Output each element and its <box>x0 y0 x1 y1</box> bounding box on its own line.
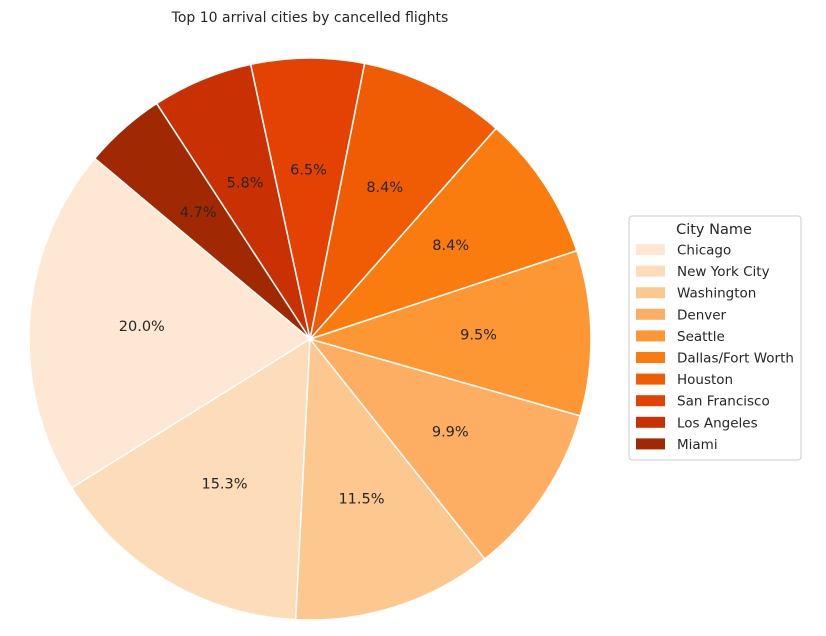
legend-swatch-dallas-fort-worth <box>636 352 665 363</box>
legend-frame <box>628 215 802 461</box>
legend-label-houston: Houston <box>677 372 733 388</box>
pie-slice-seattle <box>309 249 592 417</box>
legend-swatch-chicago <box>636 244 665 255</box>
pie-slice-chicago <box>28 157 311 489</box>
legend-swatch-houston <box>636 373 665 385</box>
pie-label-denver: 9.9% <box>432 425 469 441</box>
pie-percentage-labels: 20.0% 15.3% 11.5% 9.9% 9.5% 8.4% 8.4% 6.5% 5.8% 4… <box>119 162 497 507</box>
legend-label-dallas-fort-worth: Dallas/Fort Worth <box>677 351 794 367</box>
legend-swatch-san-francisco <box>636 395 665 407</box>
pie-slice-dallas-fort-worth <box>309 127 578 340</box>
legend: City Name Chicago New York City Washington… <box>628 215 802 461</box>
pie-label-san-francisco: 6.5% <box>290 162 327 178</box>
legend-swatch-new-york-city <box>636 265 665 277</box>
legend-swatch-miami <box>636 438 665 450</box>
legend-label-denver: Denver <box>677 307 727 323</box>
pie-label-houston: 8.4% <box>366 180 403 196</box>
pie-slice-washington <box>294 338 486 621</box>
pie-slice-denver <box>309 338 582 560</box>
chart-title: Top 10 arrival cities by cancelled fligh… <box>171 10 449 26</box>
legend-items: Chicago New York City Washington Denver Seat… <box>636 243 794 453</box>
pie-label-chicago: 20.0% <box>119 319 165 335</box>
pie-slices <box>28 57 592 621</box>
pie-slice-new-york-city <box>70 338 311 621</box>
pie-label-dallas-fort-worth: 8.4% <box>432 238 469 254</box>
pie-slice-miami <box>93 102 311 340</box>
pie-label-los-angeles: 5.8% <box>227 175 264 191</box>
legend-swatch-washington <box>636 287 665 299</box>
legend-label-chicago: Chicago <box>677 243 731 259</box>
legend-label-los-angeles: Los Angeles <box>677 415 758 431</box>
legend-title: City Name <box>676 222 752 238</box>
pie-label-washington: 11.5% <box>338 492 384 508</box>
legend-label-new-york-city: New York City <box>677 264 770 280</box>
legend-label-seattle: Seattle <box>677 329 725 345</box>
pie-label-new-york-city: 15.3% <box>201 476 247 492</box>
pie-label-miami: 4.7% <box>180 205 217 221</box>
legend-label-san-francisco: San Francisco <box>677 394 770 410</box>
pie-slice-san-francisco <box>249 57 366 340</box>
legend-label-washington: Washington <box>677 286 756 302</box>
legend-swatch-denver <box>636 308 665 320</box>
pie-label-seattle: 9.5% <box>460 327 497 343</box>
legend-swatch-seattle <box>636 330 665 342</box>
pie-slice-houston <box>309 62 497 340</box>
legend-label-miami: Miami <box>677 437 718 453</box>
legend-swatch-los-angeles <box>636 416 665 428</box>
